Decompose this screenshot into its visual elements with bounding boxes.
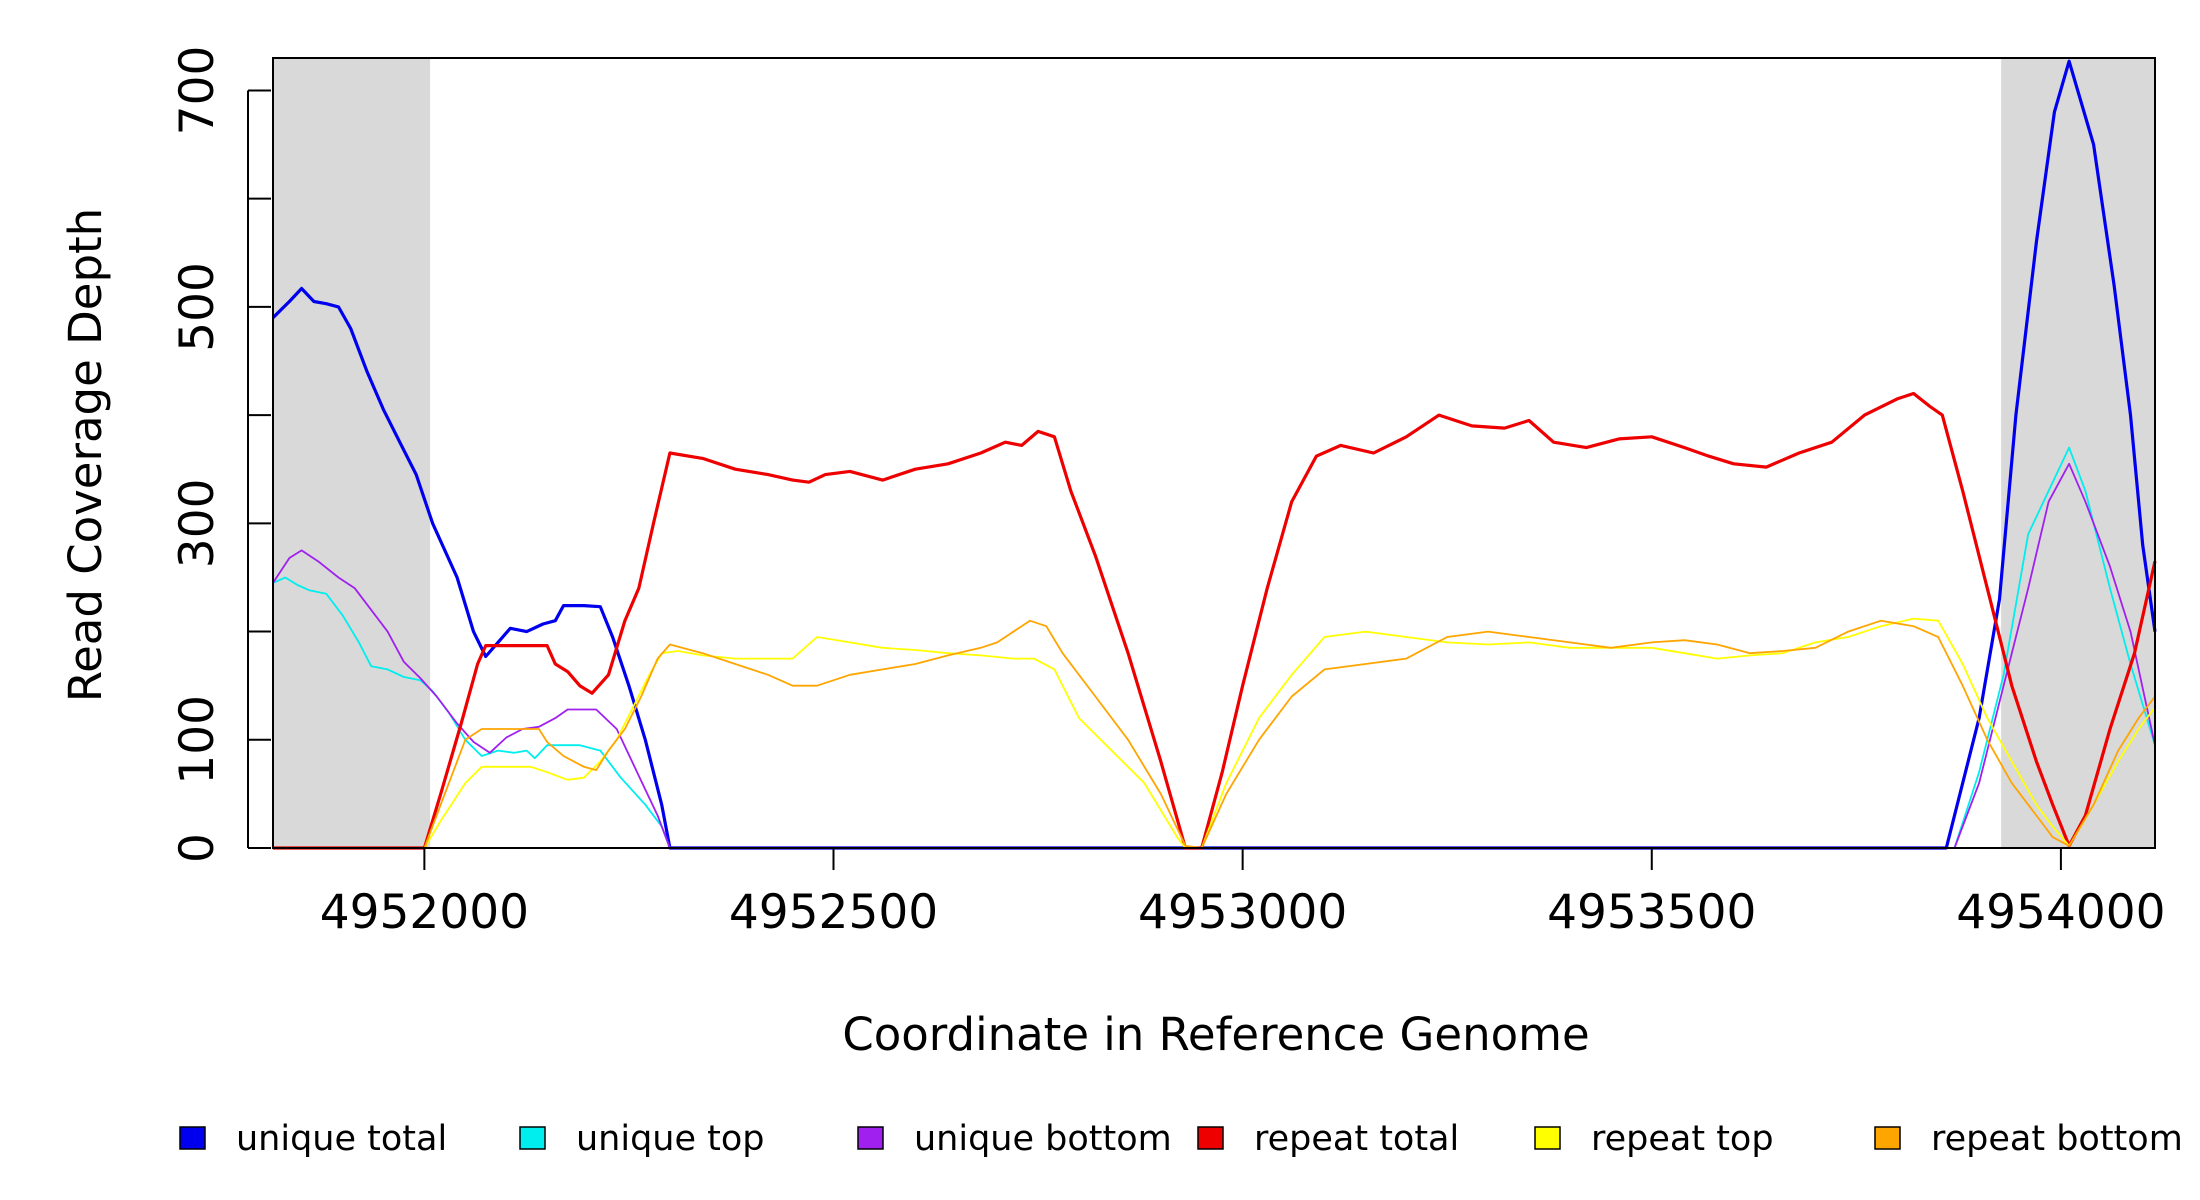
series-line-repeat-total xyxy=(273,391,2157,850)
x-axis: 4952000 4952500 4953000 4953500 4954000 xyxy=(320,847,2166,940)
y-axis-title: Read Coverage Depth xyxy=(59,208,112,702)
legend-swatch-repeat-total xyxy=(1197,1126,1224,1150)
y-tick-label: 500 xyxy=(170,262,225,352)
series-lines xyxy=(271,59,2157,850)
legend-swatch-repeat-top xyxy=(1534,1126,1561,1150)
shaded-regions xyxy=(273,58,2155,848)
legend-label-unique-bottom: unique bottom xyxy=(914,1119,1172,1159)
x-tick-label: 4953500 xyxy=(1547,885,1756,940)
legend: unique total unique top unique bottom repea… xyxy=(179,1119,2183,1159)
legend-label-repeat-top: repeat top xyxy=(1591,1119,1774,1159)
legend-label-repeat-bottom: repeat bottom xyxy=(1931,1119,2183,1159)
series-line-repeat-bottom xyxy=(273,619,2156,849)
y-axis: 0 100 300 500 700 xyxy=(170,46,271,863)
x-tick-label: 4952000 xyxy=(320,885,529,940)
x-tick-label: 4954000 xyxy=(1956,885,2165,940)
plot-frame xyxy=(272,57,2156,849)
legend-swatch-unique-total xyxy=(179,1126,206,1150)
series-line-unique-total xyxy=(271,59,2157,850)
x-tick-label: 4953000 xyxy=(1138,885,1347,940)
legend-label-unique-total: unique total xyxy=(236,1119,447,1159)
legend-swatch-unique-top xyxy=(519,1126,546,1150)
y-tick-label: 0 xyxy=(170,833,225,863)
legend-swatch-unique-bottom xyxy=(857,1126,884,1150)
y-tick-label: 300 xyxy=(170,478,225,568)
series-line-unique-top xyxy=(272,446,2156,849)
x-tick-label: 4952500 xyxy=(729,885,938,940)
shaded-region-2 xyxy=(2001,58,2155,848)
legend-label-unique-top: unique top xyxy=(576,1119,765,1159)
legend-label-repeat-total: repeat total xyxy=(1254,1119,1459,1159)
x-axis-title: Coordinate in Reference Genome xyxy=(842,1008,1589,1061)
series-line-repeat-top xyxy=(273,617,2156,849)
y-tick-label: 100 xyxy=(170,695,225,785)
series-line-unique-bottom xyxy=(272,462,2156,849)
legend-swatch-repeat-bottom xyxy=(1874,1126,1901,1150)
y-tick-label: 700 xyxy=(170,46,225,136)
